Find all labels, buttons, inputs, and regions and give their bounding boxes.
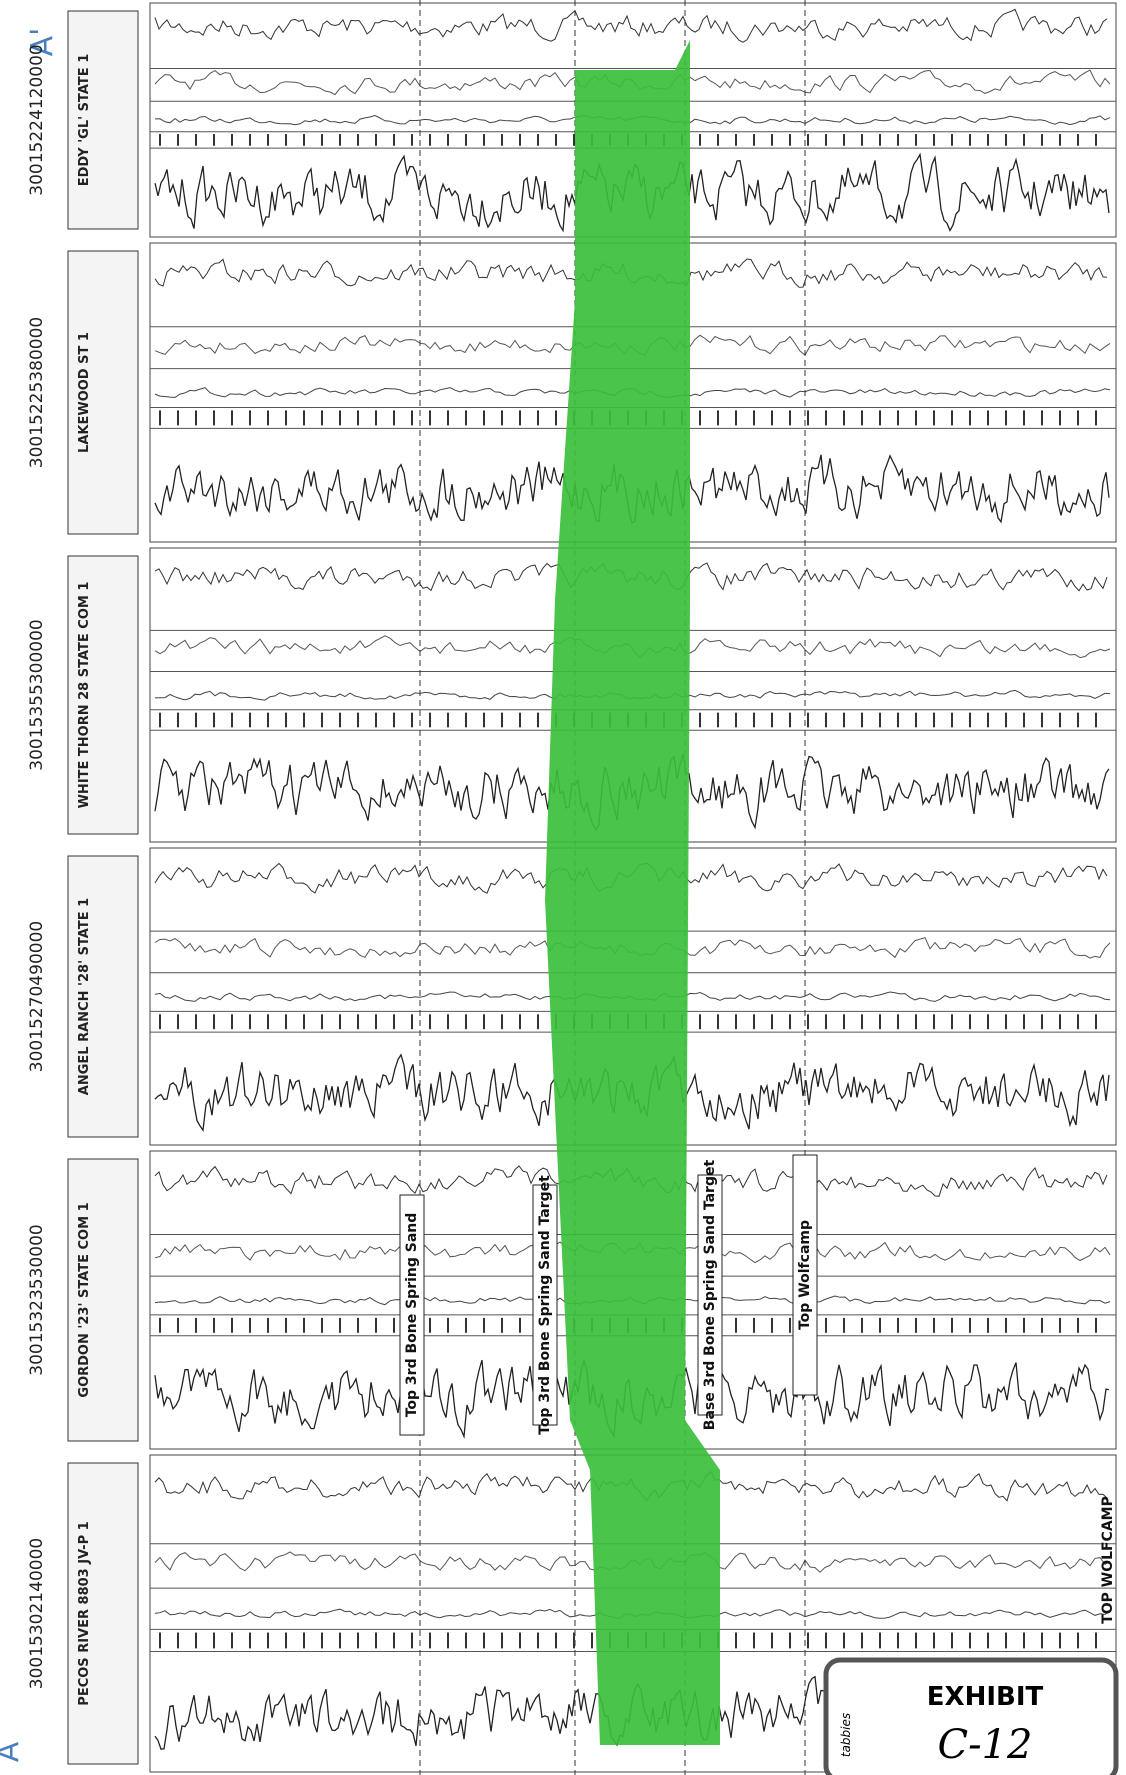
well-api: 30015302140000 [27,1538,47,1689]
exhibit-frame [823,1657,1119,1775]
corner-label-start: A [0,1741,26,1762]
well-api: 30015323530000 [27,1224,47,1375]
marker-box [399,1194,425,1436]
well-api: 30015224120000 [27,44,47,195]
marker-label: Top Wolfcamp [797,1220,813,1330]
well-api: 30015270490000 [27,921,47,1072]
exhibit-brand: tabbies [839,1713,853,1757]
marker-label: Top 3rd Bone Spring Sand [404,1213,420,1418]
exhibit-title: EXHIBIT [927,1682,1044,1712]
marker-label: Top 3rd Bone Spring Sand Target [537,1175,553,1435]
marker-label: Base 3rd Bone Spring Sand Target [702,1160,718,1431]
log-curve [154,8,1108,43]
well-name: LAKEWOOD ST 1 [77,332,92,453]
marker-box [792,1154,818,1396]
well-name: WHITE THORN 28 STATE COM 1 [77,582,92,809]
exhibit-sticker: tabbies EXHIBIT C-12 [823,1657,1119,1775]
well-header [67,250,139,535]
exhibit-number: C-12 [937,1722,1032,1768]
marker-box [532,1184,558,1426]
well-name: GORDON '23' STATE COM 1 [77,1202,92,1397]
corner-label-end: A' [25,28,60,57]
well-header [67,855,139,1138]
well-header [67,1158,139,1442]
marker-box [697,1174,723,1416]
well-name: PECOS RIVER 8803 JV-P 1 [77,1521,92,1705]
target-highlight [545,40,720,1745]
well-name: EDDY 'GL' STATE 1 [77,54,92,187]
well-header [67,555,139,835]
well-header [67,10,139,230]
well-api: 30015225380000 [27,317,47,468]
well-header [67,1462,139,1765]
well-api: 30015355300000 [27,619,47,770]
side-marker: TOP WOLFCAMP [1100,1496,1116,1624]
well-name: ANGEL RANCH '28' STATE 1 [77,898,92,1095]
